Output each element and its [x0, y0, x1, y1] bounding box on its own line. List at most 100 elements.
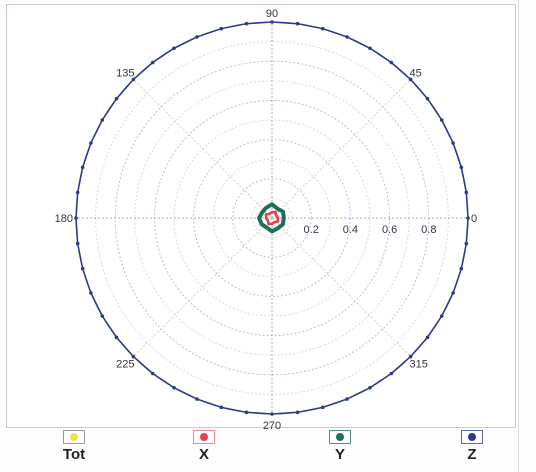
legend-item-tot: Tot	[44, 430, 104, 463]
series-point-z	[439, 118, 444, 122]
series-point-z	[244, 21, 249, 26]
legend-dot-y	[336, 433, 344, 441]
legend-dot-x	[200, 433, 208, 441]
radial-tick-label: 0.4	[343, 224, 358, 236]
series-point-z	[464, 241, 469, 246]
series-point-z	[459, 266, 464, 271]
series-point-z	[368, 46, 372, 51]
series-point-z	[425, 335, 430, 340]
legend-item-y: Y	[310, 430, 370, 463]
series-point-x	[264, 216, 268, 220]
radial-tick-label: 0.8	[421, 224, 436, 236]
radial-tick-label: 0.6	[382, 224, 397, 236]
angle-tick-label: 315	[410, 359, 428, 371]
series-point-z	[114, 335, 119, 340]
series-point-z	[89, 141, 93, 145]
grid-layer	[75, 21, 469, 415]
angle-tick-label: 225	[116, 359, 134, 371]
legend-swatch-x	[193, 430, 215, 444]
angle-tick-label: 135	[116, 67, 134, 79]
series-point-x	[267, 222, 270, 226]
series-point-y	[275, 207, 279, 211]
legend-label-z: Z	[467, 446, 477, 463]
grid-spoke	[271, 79, 411, 219]
grid-spoke	[271, 217, 411, 357]
series-point-z	[320, 26, 325, 31]
legend: Tot X Y Z	[0, 430, 536, 472]
series-point-z	[150, 371, 155, 376]
legend-swatch-y	[329, 430, 351, 444]
series-point-z	[439, 314, 444, 318]
series-point-z	[408, 354, 413, 359]
series-point-y	[260, 210, 264, 214]
series-point-y	[270, 202, 274, 206]
series-point-x	[266, 219, 270, 222]
angle-tick-label: 45	[410, 67, 422, 79]
series-point-z	[100, 314, 105, 318]
series-point-z	[100, 118, 105, 122]
series-point-y	[270, 229, 274, 233]
series-point-z	[195, 397, 199, 401]
series-point-z	[389, 371, 394, 376]
series-point-z	[451, 291, 455, 295]
series-point-x	[274, 210, 277, 214]
series-point-y	[257, 216, 261, 220]
series-point-z	[74, 216, 78, 220]
series-point-x	[276, 216, 280, 220]
series-point-z	[408, 77, 413, 82]
series-point-z	[80, 266, 85, 271]
legend-item-x: X	[174, 430, 234, 463]
series-point-z	[368, 385, 372, 390]
series-point-z	[466, 216, 470, 220]
series-point-z	[131, 354, 136, 359]
series-point-z	[131, 77, 136, 82]
grid-spoke	[133, 79, 273, 219]
series-point-x	[268, 212, 271, 216]
series-point-z	[345, 35, 349, 39]
legend-dot-tot	[70, 433, 78, 441]
series-point-z	[270, 412, 274, 416]
angle-tick-label: 270	[263, 420, 281, 432]
grid-circle	[212, 158, 332, 278]
series-layer	[74, 20, 470, 416]
series-point-z	[150, 60, 155, 65]
series-point-z	[459, 165, 464, 170]
angle-tick-label: 90	[266, 8, 278, 20]
series-point-x	[276, 220, 280, 223]
series-point-z	[195, 35, 199, 39]
series-point-z	[80, 165, 85, 170]
grid-circle	[193, 139, 351, 297]
series-point-z	[295, 410, 300, 415]
legend-label-y: Y	[334, 446, 345, 463]
series-point-z	[270, 20, 274, 24]
series-point-x	[273, 220, 276, 224]
series-point-z	[219, 405, 224, 410]
series-point-z	[425, 96, 430, 101]
series-point-y	[281, 210, 285, 214]
series-point-y	[265, 226, 268, 229]
series-point-z	[219, 26, 224, 31]
series-point-z	[114, 96, 119, 101]
series-point-z	[172, 46, 176, 51]
angle-tick-label: 0	[471, 213, 477, 225]
series-point-z	[172, 385, 176, 390]
series-point-x	[270, 222, 274, 226]
series-point-y	[260, 222, 263, 226]
series-point-x	[270, 210, 274, 214]
series-point-z	[345, 397, 349, 401]
series-point-z	[295, 21, 300, 26]
legend-item-z: Z	[442, 430, 502, 463]
legend-swatch-tot	[63, 430, 85, 444]
series-point-z	[75, 190, 80, 195]
panel-divider	[518, 0, 519, 472]
radial-tick-label: 0.2	[304, 224, 319, 236]
series-point-y	[282, 216, 286, 220]
series-point-z	[75, 241, 80, 246]
series-point-z	[451, 141, 455, 145]
grid-circle	[232, 178, 312, 258]
label-layer: 0.2 0.4 0.6 0.8 0 45 90 135 180 225 270 315	[55, 8, 477, 432]
series-point-y	[281, 222, 285, 226]
legend-dot-z	[468, 433, 476, 441]
